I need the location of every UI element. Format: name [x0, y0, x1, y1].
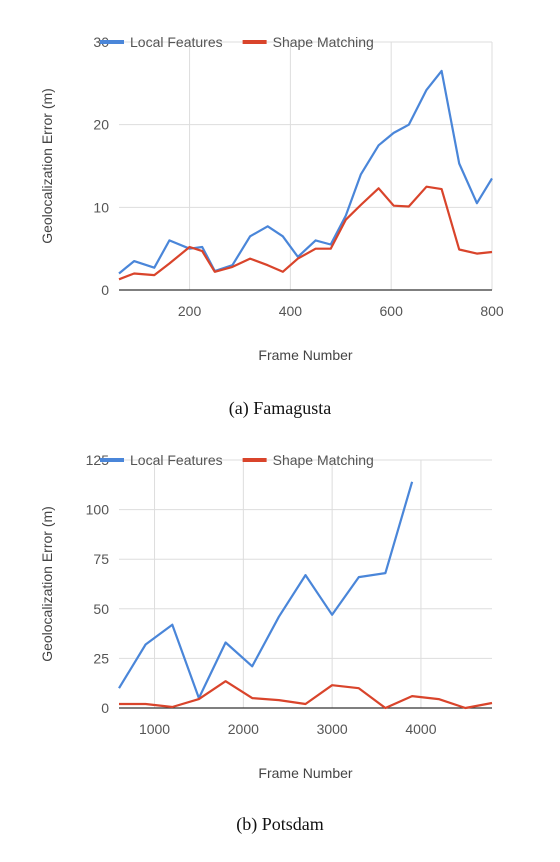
caption-famagusta: (a) Famagusta — [228, 398, 332, 418]
y-axis-title: Geolocalization Error (m) — [39, 88, 55, 244]
x-tick-label: 3000 — [317, 721, 348, 737]
x-tick-label: 1000 — [139, 721, 170, 737]
series-line-local-features — [118, 69, 493, 275]
y-tick-label: 125 — [86, 452, 110, 468]
x-axis-title: Frame Number — [258, 765, 352, 781]
chart-panel-potsdam: 0 25 50 75 100 125 1000 2000 3000 4000 Local Featu… — [0, 430, 560, 862]
x-tick-label: 200 — [178, 303, 202, 319]
y-tick-label: 100 — [86, 502, 110, 518]
series-line-shape-matching — [119, 680, 493, 710]
y-tick-label: 0 — [101, 282, 109, 298]
x-tick-label: 400 — [279, 303, 303, 319]
series-line-shape-matching — [118, 185, 493, 281]
x-tick-label: 800 — [480, 303, 504, 319]
legend-label-shape-matching: Shape Matching — [273, 34, 374, 50]
caption-potsdam: (b) Potsdam — [236, 814, 324, 834]
y-tick-label: 50 — [93, 601, 109, 617]
y-tick-label: 0 — [101, 700, 109, 716]
x-tick-label: 4000 — [405, 721, 436, 737]
y-tick-label: 75 — [93, 551, 109, 567]
x-tick-label: 2000 — [228, 721, 259, 737]
x-axis-title: Frame Number — [258, 347, 352, 363]
y-tick-label: 20 — [93, 117, 109, 133]
series-line-local-features — [118, 481, 414, 700]
y-tick-label: 10 — [93, 199, 109, 215]
x-tick-label: 600 — [380, 303, 404, 319]
legend-label-local-features: Local Features — [130, 34, 223, 50]
y-tick-label: 25 — [93, 650, 109, 666]
legend-label-local-features: Local Features — [130, 452, 223, 468]
y-axis-title: Geolocalization Error (m) — [39, 506, 55, 662]
legend-label-shape-matching: Shape Matching — [273, 452, 374, 468]
chart-potsdam: 0 25 50 75 100 125 1000 2000 3000 4000 Local Featu… — [39, 452, 493, 781]
